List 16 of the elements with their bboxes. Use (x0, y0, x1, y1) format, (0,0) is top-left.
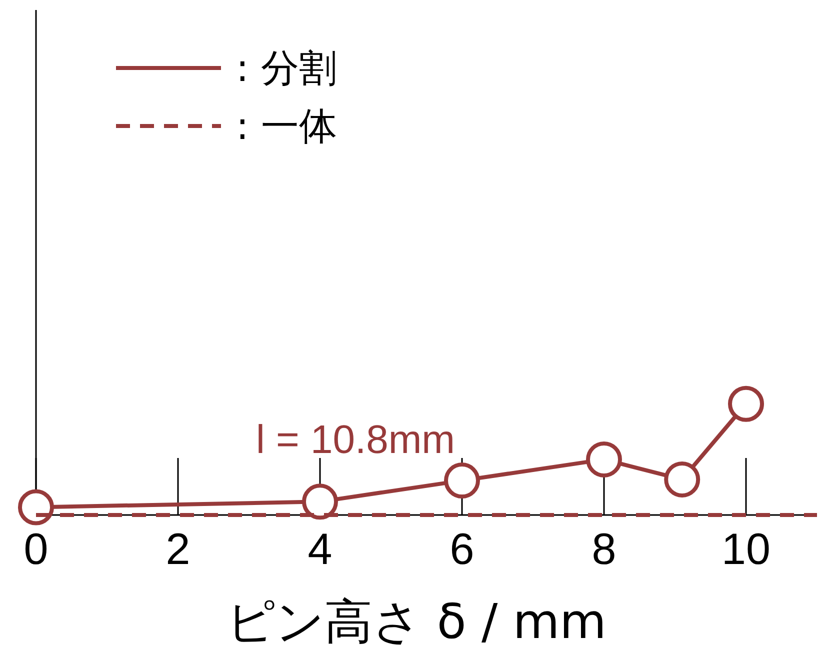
x-tick-label: 8 (592, 525, 616, 574)
x-tick-label: 0 (24, 525, 48, 574)
point (664, 461, 700, 498)
legend-label: : 一体 (236, 104, 337, 148)
point (728, 386, 764, 422)
x-tick-label: 2 (166, 525, 190, 574)
x-tick-label: 6 (450, 525, 474, 574)
legend-label: : 分割 (236, 46, 337, 90)
point (18, 489, 54, 526)
x-axis-title: ピン高さ δ / mm (226, 594, 606, 647)
annotation: l = 10.8mm (256, 418, 455, 462)
point (302, 484, 338, 520)
x-tick-label: 10 (722, 525, 770, 574)
x-tick-label: 4 (308, 525, 332, 574)
point (586, 441, 622, 478)
point (444, 462, 480, 499)
